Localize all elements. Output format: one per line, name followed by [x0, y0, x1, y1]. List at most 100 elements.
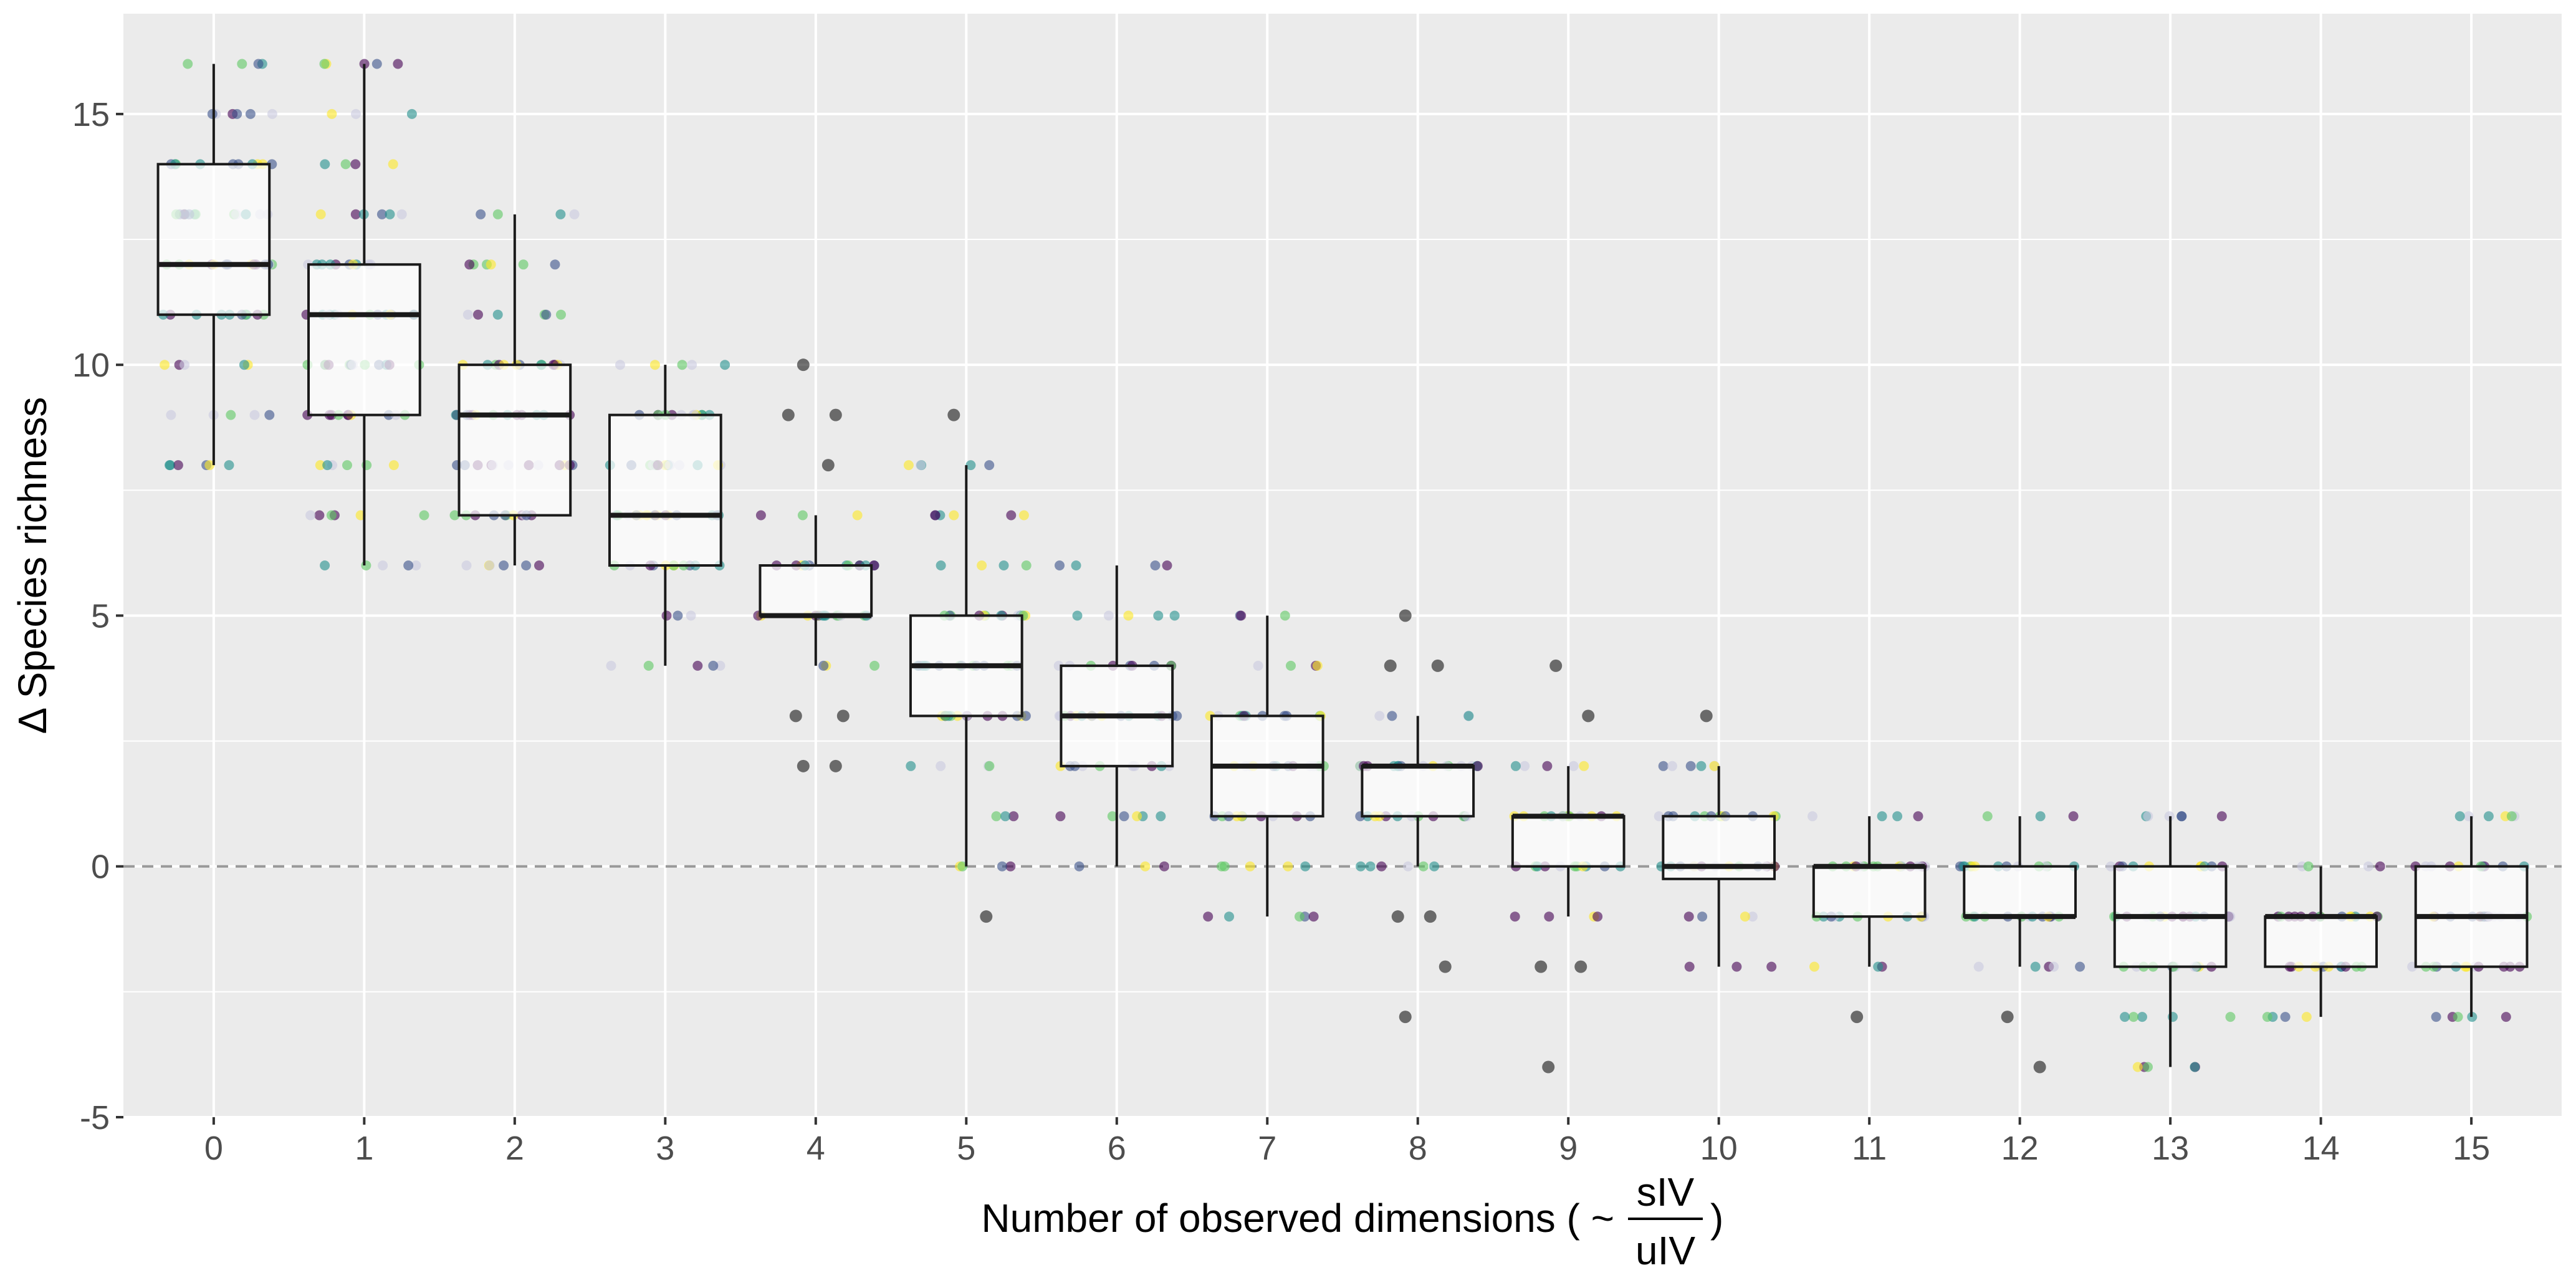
data-point	[1280, 610, 1290, 621]
data-point	[569, 209, 580, 219]
data-point	[755, 510, 766, 521]
outlier-points	[782, 358, 2046, 1074]
data-point	[2301, 1012, 2312, 1022]
x-tick-label: 5	[957, 1130, 975, 1167]
outlier-point	[797, 358, 810, 372]
outlier-point	[1399, 609, 1412, 622]
data-point	[984, 460, 995, 471]
data-point	[2035, 811, 2046, 822]
data-point	[2363, 861, 2373, 872]
x-tick-label: 6	[1108, 1130, 1126, 1167]
data-point	[315, 209, 326, 219]
data-point	[484, 560, 495, 570]
data-point	[1544, 911, 1554, 922]
data-point	[1236, 610, 1247, 621]
outlier-point	[1431, 659, 1444, 672]
y-tick-label: 0	[91, 848, 110, 886]
data-point	[388, 460, 399, 471]
data-point	[1203, 911, 1214, 922]
data-point	[1654, 811, 1664, 822]
data-point	[673, 610, 683, 621]
data-point	[207, 108, 218, 119]
x-tick-label: 7	[1258, 1130, 1276, 1167]
data-point	[361, 560, 371, 570]
data-point	[1374, 711, 1385, 721]
outlier-point	[836, 709, 850, 723]
data-point	[2120, 1012, 2130, 1022]
data-point	[1356, 861, 1366, 872]
data-point	[1020, 711, 1031, 721]
data-point	[2143, 811, 2153, 822]
data-point	[1245, 861, 1255, 872]
data-point	[1667, 761, 1677, 771]
data-point	[998, 560, 1009, 570]
outlier-point	[797, 759, 810, 772]
data-point	[1008, 811, 1019, 822]
data-point	[997, 861, 1007, 872]
data-point	[869, 660, 880, 671]
outlier-point	[1549, 659, 1563, 672]
data-point	[492, 309, 503, 320]
data-point	[326, 510, 337, 521]
data-point	[160, 360, 170, 370]
data-point	[411, 560, 421, 570]
x-tick-label: 9	[1559, 1130, 1578, 1167]
data-point	[1123, 610, 1134, 621]
data-point	[1140, 861, 1151, 872]
data-point	[2137, 1012, 2147, 1022]
outlier-point	[1391, 910, 1404, 923]
data-point	[556, 309, 566, 320]
data-point	[550, 259, 560, 270]
x-axis-title-numerator: sIV	[1637, 1170, 1695, 1214]
data-point	[521, 560, 532, 570]
data-point	[350, 159, 361, 170]
data-point	[1005, 861, 1016, 872]
data-point	[2501, 1012, 2511, 1022]
data-point	[1892, 811, 1903, 822]
outlier-point	[1851, 1011, 1864, 1024]
data-point	[385, 209, 395, 219]
data-point	[1072, 610, 1083, 621]
data-point	[2453, 1012, 2463, 1022]
data-point	[1685, 761, 1696, 771]
data-point	[2303, 861, 2314, 872]
data-point	[1697, 911, 1708, 922]
data-point	[936, 761, 946, 771]
data-point	[930, 510, 941, 521]
box	[1511, 815, 1626, 868]
data-point	[1365, 861, 1376, 872]
x-tick-label: 10	[1700, 1130, 1738, 1167]
data-point	[1403, 861, 1414, 872]
data-point	[2280, 1012, 2291, 1022]
data-point	[1877, 811, 1887, 822]
data-point	[1000, 811, 1010, 822]
data-point	[2190, 1062, 2200, 1072]
data-point	[1387, 711, 1397, 721]
outlier-point	[1535, 960, 1548, 973]
x-tick-label: 13	[2152, 1130, 2189, 1167]
data-point	[818, 660, 829, 671]
data-point	[419, 510, 429, 521]
data-point	[1055, 560, 1065, 570]
data-point	[239, 360, 249, 370]
y-tick-label: 15	[72, 96, 110, 133]
data-point	[253, 59, 264, 69]
box	[156, 163, 271, 316]
data-point	[267, 108, 277, 119]
data-point	[991, 811, 1002, 822]
data-point	[2216, 811, 2227, 822]
data-point	[534, 560, 544, 570]
data-point	[305, 510, 316, 521]
outlier-point	[1424, 910, 1437, 923]
x-axis-title-denominator: uIV	[1635, 1228, 1695, 1273]
data-point	[237, 59, 247, 69]
outlier-point	[1384, 659, 1397, 672]
data-point	[677, 360, 687, 370]
data-point	[340, 159, 351, 170]
data-point	[1731, 961, 1742, 972]
data-point	[1808, 811, 1817, 822]
data-point	[1150, 560, 1161, 570]
data-point	[388, 159, 398, 170]
data-point	[1973, 961, 1984, 972]
data-point	[2132, 1062, 2143, 1072]
